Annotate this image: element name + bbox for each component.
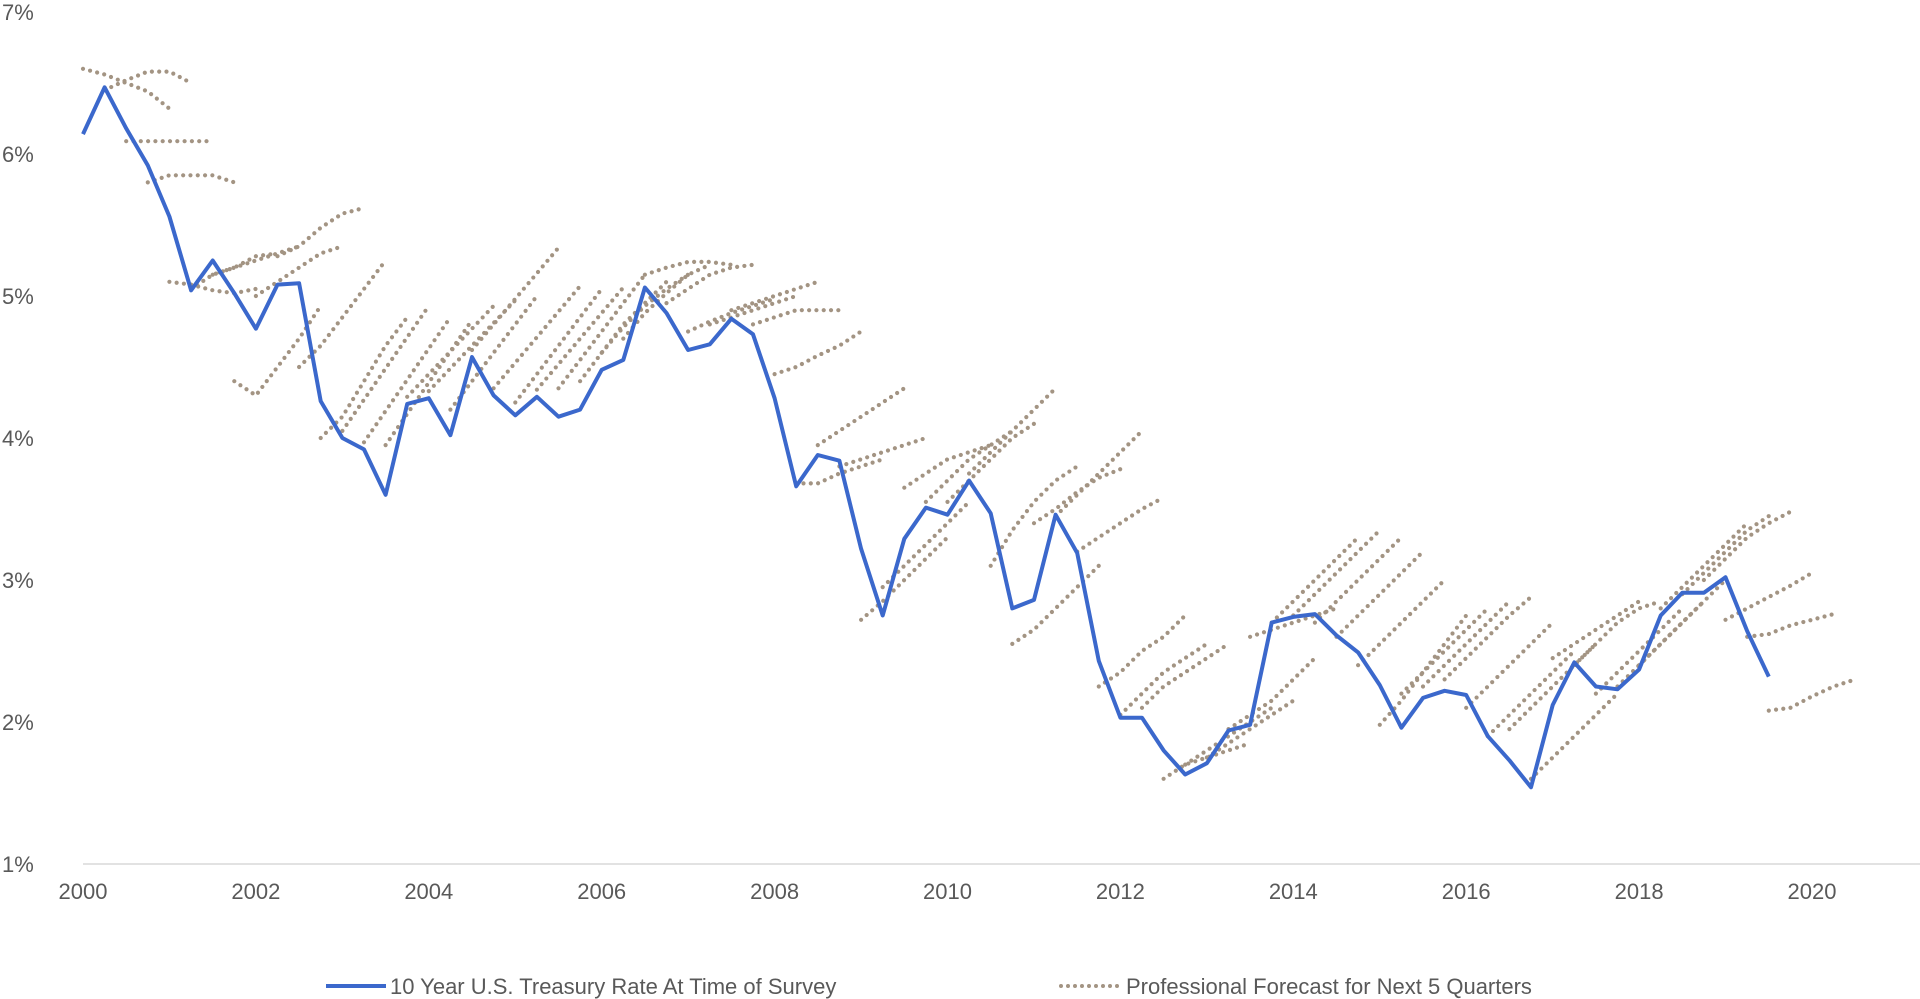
forecast-line	[1464, 620, 1555, 710]
actual-rate-line	[81, 85, 1771, 790]
forecast-line	[1031, 467, 1123, 526]
forecast-line	[189, 251, 280, 291]
forecast-line	[145, 173, 237, 185]
forecast-line	[1420, 599, 1512, 689]
forecast-line	[750, 308, 842, 327]
x-tick-label: 2010	[923, 879, 972, 904]
forecast-line	[1615, 599, 1707, 689]
forecast-line	[1183, 705, 1274, 767]
forecast-line	[577, 279, 669, 384]
forecast-line	[880, 499, 972, 590]
y-tick-label: 6%	[2, 142, 34, 167]
forecast-line	[210, 244, 302, 277]
forecast-line	[1334, 549, 1426, 639]
x-tick-label: 2014	[1269, 879, 1318, 904]
forecast-line	[1096, 613, 1188, 689]
forecast-line	[1075, 495, 1166, 554]
forecast-line	[1118, 641, 1210, 718]
forecast-line	[815, 386, 907, 448]
forecast-line	[837, 435, 929, 469]
forecast-line	[275, 205, 367, 259]
forecast-line	[1247, 606, 1339, 639]
forecast-line	[1593, 606, 1685, 696]
forecast-line	[621, 262, 712, 341]
forecast-line	[491, 284, 583, 391]
x-tick-label: 2004	[404, 879, 453, 904]
forecast-line	[1399, 606, 1490, 696]
forecast-line	[80, 66, 172, 111]
forecast-line	[448, 293, 540, 412]
forecast-line	[383, 318, 475, 448]
y-tick-label: 2%	[2, 710, 34, 735]
forecast-line	[1161, 741, 1253, 781]
forecast-line	[685, 296, 777, 334]
forecast-line	[534, 285, 626, 392]
y-tick-label: 7%	[2, 0, 34, 25]
forecast-line	[923, 428, 1015, 504]
forecast-line	[1377, 613, 1469, 727]
forecast-line	[707, 293, 799, 327]
forecast-line	[1269, 535, 1361, 625]
x-tick-label: 2018	[1615, 879, 1664, 904]
forecast-series	[80, 66, 1858, 781]
forecast-line	[102, 69, 194, 93]
forecast-line	[167, 279, 258, 296]
x-axis-ticks: 2000 2002 2004 2006 2008 2010 2012 2014 2016 2018…	[59, 879, 1837, 904]
forecast-line	[1550, 599, 1642, 661]
forecast-line	[1701, 509, 1793, 583]
forecast-line	[1528, 691, 1620, 781]
forecast-line	[1572, 599, 1663, 668]
forecast-line	[1291, 528, 1382, 618]
forecast-line	[599, 272, 691, 355]
forecast-line	[556, 272, 648, 391]
forecast-line	[858, 535, 950, 622]
forecast-line	[1636, 577, 1728, 668]
forecast-line	[253, 244, 345, 299]
forecast-line	[902, 443, 993, 490]
forecast-line	[1658, 521, 1750, 611]
forecast-line	[1312, 535, 1404, 625]
x-tick-label: 2002	[231, 879, 280, 904]
forecast-line	[664, 262, 756, 306]
forecast-line	[1355, 577, 1447, 668]
forecast-line	[1442, 594, 1534, 682]
y-tick-label: 1%	[2, 852, 34, 877]
forecast-line	[772, 329, 864, 377]
y-axis-ticks: 1% 2% 3% 4% 5% 6% 7%	[2, 0, 34, 877]
legend-actual-label: 10 Year U.S. Treasury Rate At Time of Su…	[390, 974, 836, 999]
legend-forecast-label: Professional Forecast for Next 5 Quarter…	[1126, 974, 1532, 999]
forecast-line	[945, 421, 1037, 504]
forecast-line	[1507, 641, 1599, 732]
legend: 10 Year U.S. Treasury Rate At Time of Su…	[326, 974, 1532, 999]
forecast-line	[729, 279, 820, 313]
forecast-line	[1139, 641, 1231, 710]
forecast-line	[642, 259, 734, 277]
forecast-line	[1485, 648, 1577, 739]
x-tick-label: 2000	[59, 879, 108, 904]
forecast-line	[1204, 698, 1296, 760]
x-tick-label: 2020	[1788, 879, 1837, 904]
actual-series	[81, 85, 1771, 790]
forecast-line	[513, 286, 604, 405]
forecast-line	[988, 464, 1080, 568]
forecast-line	[426, 298, 518, 394]
forecast-line	[966, 386, 1058, 476]
forecast-line	[469, 245, 561, 353]
x-tick-label: 2006	[577, 879, 626, 904]
y-tick-label: 4%	[2, 426, 34, 451]
forecast-line	[1745, 611, 1836, 639]
y-tick-label: 5%	[2, 284, 34, 309]
forecast-line	[794, 457, 885, 486]
forecast-line	[405, 303, 496, 399]
x-tick-label: 2016	[1442, 879, 1491, 904]
forecast-line	[1680, 513, 1771, 597]
x-tick-label: 2012	[1096, 879, 1145, 904]
forecast-line	[1226, 655, 1318, 732]
forecast-line	[1766, 677, 1858, 713]
y-tick-label: 3%	[2, 568, 34, 593]
x-tick-label: 2008	[750, 879, 799, 904]
forecast-line	[1053, 428, 1145, 519]
